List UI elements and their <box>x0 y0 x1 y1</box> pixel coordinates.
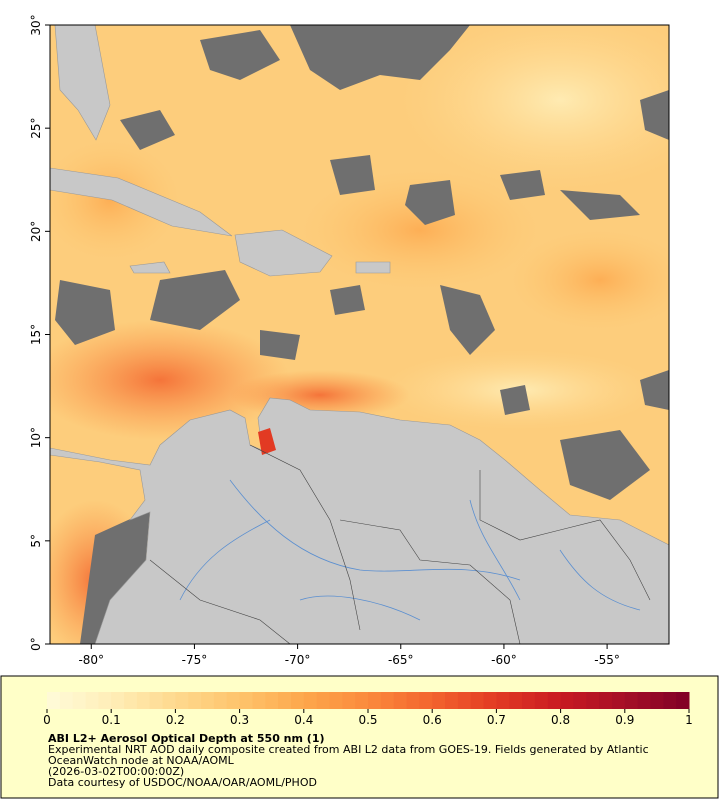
colorbar-cell <box>586 692 600 709</box>
colorbar-cell <box>663 692 677 709</box>
colorbar-cell <box>470 692 485 709</box>
colorbar-cell <box>406 692 420 709</box>
colorbar-cell <box>278 692 292 709</box>
colorbar-tick-label: 0.9 <box>615 713 634 727</box>
x-tick-label: -75° <box>182 653 208 667</box>
colorbar-cell <box>162 692 176 709</box>
colorbar-cell <box>522 692 536 709</box>
colorbar-cell <box>547 692 562 709</box>
colorbar-cell <box>124 692 138 709</box>
colorbar-cell <box>329 692 343 709</box>
colorbar-cell <box>457 692 472 709</box>
y-tick-label: 15° <box>29 324 43 345</box>
x-tick-label: -80° <box>78 653 104 667</box>
rivers <box>179 479 641 621</box>
caption-line: Experimental NRT AOD daily composite cre… <box>48 743 649 756</box>
caption-line: OceanWatch node at NOAA/AOML <box>48 754 235 767</box>
lake-aerosol <box>258 428 276 455</box>
colorbar-cell <box>111 692 125 709</box>
y-tick-label: 25° <box>29 118 43 139</box>
colorbar-cell <box>47 692 61 709</box>
y-tick-label: 0° <box>29 637 43 651</box>
colorbar-cell <box>624 692 639 709</box>
colorbar-cell <box>611 692 626 709</box>
colorbar-cell <box>355 692 369 709</box>
colorbar-tick-label: 0.4 <box>294 713 313 727</box>
y-tick-label: 30° <box>29 14 43 35</box>
colorbar-cell <box>483 692 497 709</box>
colorbar-tick-label: 0.7 <box>487 713 506 727</box>
y-tick-label: 5° <box>29 534 43 548</box>
map-image <box>50 25 669 644</box>
colorbar-cell <box>188 692 202 709</box>
colorbar-tick-label: 1 <box>685 713 693 727</box>
colorbar-tick-label: 0.3 <box>230 713 249 727</box>
x-tick-label: -55° <box>594 653 620 667</box>
colorbar-cell <box>637 692 651 709</box>
colorbar-cell <box>59 692 74 709</box>
colorbar-tick-label: 0.8 <box>551 713 570 727</box>
colorbar: 0 0.1 0.2 0.3 0.4 0.5 0.6 0.7 0.8 0.9 1 <box>43 692 693 727</box>
caption-line: (2026-03-02T00:00:00Z) <box>48 765 184 778</box>
colorbar-tick-label: 0.5 <box>358 713 377 727</box>
colorbar-cell <box>303 692 318 709</box>
colorbar-cell <box>136 692 151 709</box>
colorbar-cell <box>432 692 446 709</box>
colorbar-cell <box>252 692 266 709</box>
colorbar-cell <box>534 692 549 709</box>
land <box>50 25 669 644</box>
colorbar-tick-label: 0.1 <box>102 713 121 727</box>
colorbar-cell <box>226 692 241 709</box>
colorbar-cell <box>98 692 112 709</box>
colorbar-cell <box>419 692 433 709</box>
y-tick-label: 10° <box>29 427 43 448</box>
caption-title: ABI L2+ Aerosol Optical Depth at 550 nm … <box>48 732 325 745</box>
colorbar-cell <box>393 692 408 709</box>
colorbar-tick-label: 0 <box>43 713 51 727</box>
y-tick-label: 20° <box>29 221 43 242</box>
colorbar-cell <box>213 692 228 709</box>
colorbar-cell <box>496 692 510 709</box>
colorbar-cell <box>342 692 356 709</box>
colorbar-tick-label: 0.2 <box>166 713 185 727</box>
colorbar-cell <box>573 692 587 709</box>
colorbar-cell <box>676 692 690 709</box>
colorbar-cell <box>560 692 574 709</box>
colorbar-tick-label: 0.6 <box>423 713 442 727</box>
colorbar-cell <box>380 692 395 709</box>
borders <box>149 444 651 644</box>
colorbar-cell <box>509 692 523 709</box>
colorbar-cell <box>265 692 279 709</box>
x-tick-label: -60° <box>491 653 517 667</box>
colorbar-cell <box>149 692 164 709</box>
caption-line: Data courtesy of USDOC/NOAA/OAR/AOML/PHO… <box>48 776 317 789</box>
colorbar-cell <box>175 692 189 709</box>
colorbar-cell <box>290 692 305 709</box>
x-tick-label: -65° <box>388 653 414 667</box>
colorbar-cell <box>368 692 382 709</box>
colorbar-cell <box>445 692 459 709</box>
colorbar-cell <box>599 692 613 709</box>
colorbar-cell <box>650 692 664 709</box>
colorbar-cell <box>85 692 99 709</box>
colorbar-cell <box>72 692 87 709</box>
x-tick-label: -70° <box>285 653 311 667</box>
colorbar-cell <box>316 692 330 709</box>
cloud <box>55 25 669 644</box>
colorbar-cell <box>239 692 253 709</box>
colorbar-cell <box>201 692 215 709</box>
